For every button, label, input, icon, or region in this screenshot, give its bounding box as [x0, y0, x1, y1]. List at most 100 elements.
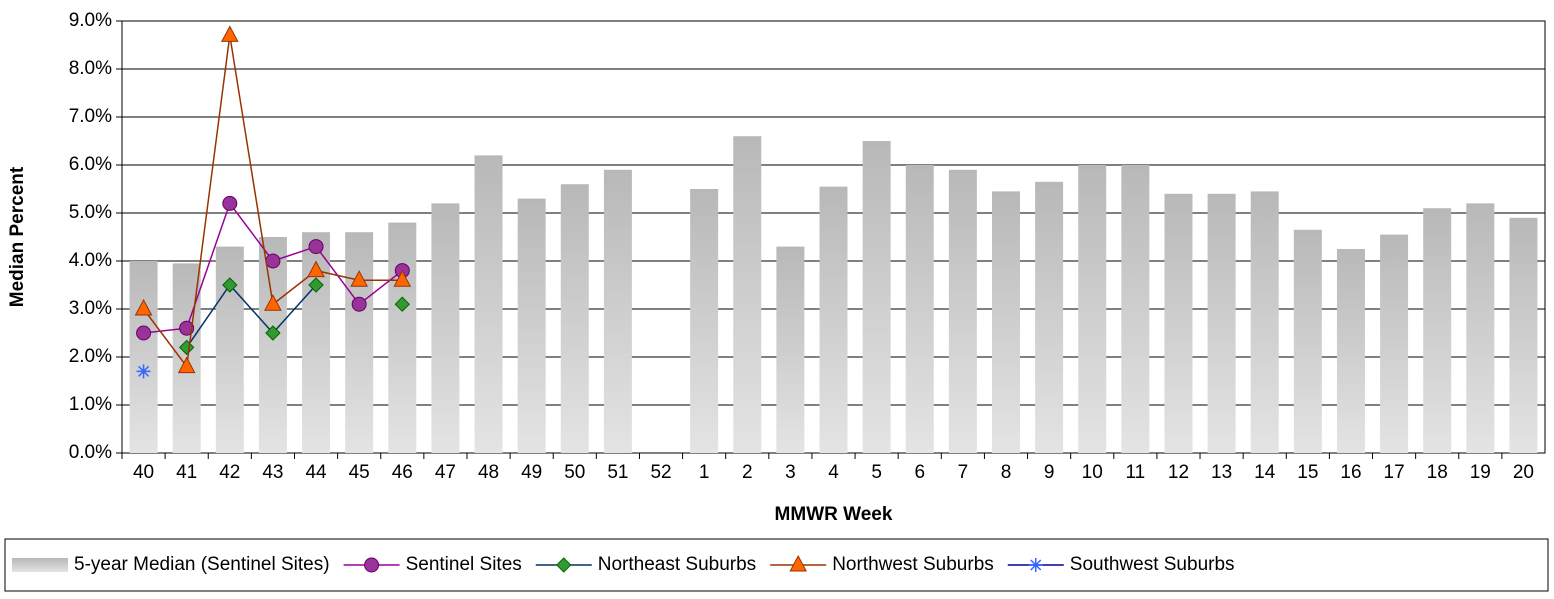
marker — [307, 260, 325, 278]
legend-label: Southwest Suburbs — [1070, 554, 1235, 575]
bar — [345, 232, 374, 453]
bar — [517, 198, 546, 453]
bar — [1466, 203, 1495, 453]
x-tick-label: 48 — [478, 462, 499, 483]
x-tick-label: 40 — [133, 462, 154, 483]
bar — [1509, 217, 1538, 453]
marker — [308, 277, 324, 293]
legend-marker — [789, 554, 808, 572]
x-tick-label: 15 — [1297, 462, 1318, 483]
y-tick-label: 9.0% — [69, 10, 112, 31]
bar — [948, 169, 977, 454]
x-tick-label: 42 — [219, 462, 240, 483]
y-tick-label: 5.0% — [69, 202, 112, 223]
x-tick-label: 8 — [1001, 462, 1012, 483]
marker — [222, 195, 238, 211]
marker — [394, 296, 410, 312]
x-tick-label: 1 — [699, 462, 710, 483]
marker — [222, 277, 238, 293]
marker — [264, 294, 282, 311]
x-tick-label: 45 — [349, 462, 370, 483]
x-tick-label: 2 — [742, 462, 753, 483]
x-tick-label: 7 — [958, 462, 969, 483]
marker — [134, 298, 153, 316]
legend-marker — [556, 557, 572, 573]
marker — [178, 339, 195, 356]
bar — [905, 165, 934, 453]
y-tick-label: 7.0% — [69, 106, 112, 127]
x-tick-label: 18 — [1427, 462, 1448, 483]
x-tick-label: 17 — [1384, 462, 1405, 483]
legend-label: Northeast Suburbs — [598, 554, 756, 575]
legend-swatch — [12, 558, 68, 572]
bar — [819, 186, 848, 453]
marker — [136, 364, 151, 379]
x-tick-label: 3 — [785, 462, 796, 483]
marker — [136, 325, 152, 341]
bar — [1423, 208, 1452, 453]
bar — [1380, 234, 1409, 453]
bar — [1336, 249, 1365, 453]
bar — [388, 222, 417, 453]
x-tick-label: 52 — [650, 462, 671, 483]
x-tick-label: 6 — [914, 462, 925, 483]
bar — [1035, 181, 1064, 454]
legend-label: Northwest Suburbs — [832, 554, 994, 575]
marker — [265, 325, 281, 341]
x-tick-label: 43 — [262, 462, 283, 483]
x-tick-label: 20 — [1513, 462, 1534, 483]
y-tick-label: 1.0% — [69, 394, 112, 415]
x-tick-label: 5 — [871, 462, 882, 483]
bar — [991, 191, 1020, 453]
bar — [1250, 191, 1279, 453]
x-tick-label: 16 — [1340, 462, 1361, 483]
legend-marker — [1028, 558, 1043, 572]
x-tick-label: 10 — [1082, 462, 1103, 483]
bar — [474, 155, 503, 453]
x-axis-title: MMWR Week — [775, 504, 893, 525]
marker — [220, 25, 239, 42]
bar — [603, 169, 632, 454]
marker — [179, 320, 195, 336]
bar — [560, 184, 589, 453]
bar — [1078, 165, 1107, 453]
x-tick-label: 14 — [1254, 462, 1276, 483]
x-tick-label: 47 — [435, 462, 456, 483]
bar — [1293, 229, 1322, 453]
marker — [351, 296, 367, 312]
x-tick-label: 49 — [521, 462, 542, 483]
bar — [258, 237, 287, 453]
x-tick-label: 13 — [1211, 462, 1232, 483]
bar — [862, 141, 891, 453]
x-tick-label: 41 — [176, 462, 197, 483]
x-tick-label: 9 — [1044, 462, 1055, 483]
bar — [690, 189, 719, 453]
legend-label: Sentinel Sites — [406, 554, 522, 575]
x-tick-label: 11 — [1125, 462, 1145, 483]
x-tick-label: 44 — [305, 462, 327, 483]
x-tick-label: 19 — [1470, 462, 1491, 483]
y-tick-label: 2.0% — [69, 346, 112, 367]
legend-label: 5-year Median (Sentinel Sites) — [74, 554, 330, 575]
y-tick-label: 8.0% — [69, 58, 112, 79]
x-tick-label: 51 — [607, 462, 628, 483]
y-axis-title: Median Percent — [7, 166, 28, 307]
bar — [431, 203, 460, 453]
bar — [1207, 193, 1236, 454]
marker — [308, 239, 324, 255]
bar — [776, 246, 805, 453]
bar — [129, 261, 158, 453]
bar — [1164, 193, 1193, 454]
marker — [265, 253, 281, 269]
x-tick-label: 46 — [392, 462, 413, 483]
legend-box — [4, 538, 1549, 592]
y-tick-label: 0.0% — [69, 442, 112, 463]
x-tick-label: 50 — [564, 462, 585, 483]
x-tick-label: 4 — [828, 462, 839, 483]
marker — [177, 356, 196, 374]
y-tick-label: 3.0% — [69, 298, 112, 319]
y-tick-label: 4.0% — [69, 250, 112, 271]
y-tick-label: 6.0% — [69, 154, 112, 175]
